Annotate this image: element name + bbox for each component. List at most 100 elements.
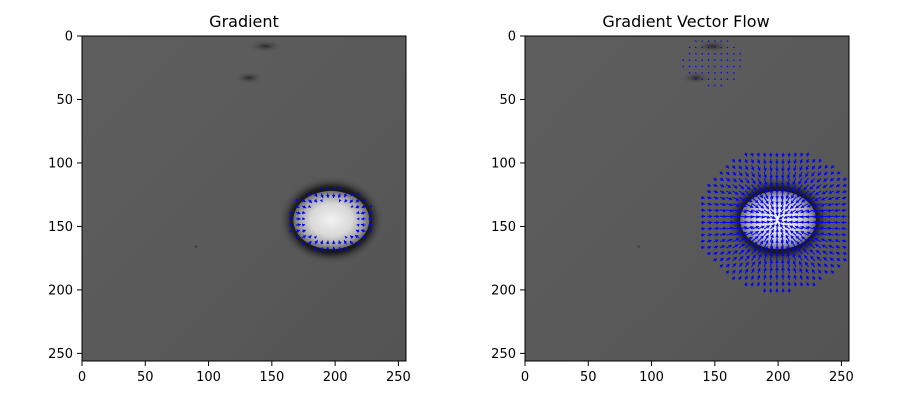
vector-arrowhead xyxy=(792,260,797,265)
vector-arrowhead xyxy=(319,240,324,245)
vector-arrowhead xyxy=(775,175,779,179)
vector-arrowhead xyxy=(729,208,734,213)
vector-arrowhead xyxy=(701,39,703,42)
vector-arrowhead xyxy=(796,194,800,198)
y-tick-label: 200 xyxy=(48,283,73,298)
dark-spot xyxy=(193,244,199,250)
vector-arrowhead xyxy=(770,206,774,210)
vector-arrowhead xyxy=(720,258,724,262)
vector-arrowhead xyxy=(357,192,361,195)
vector-arrowhead xyxy=(824,270,829,274)
vector-arrowhead xyxy=(756,160,761,164)
vector-arrowhead xyxy=(805,268,809,273)
vector-arrowhead xyxy=(363,198,367,202)
vector-arrowhead xyxy=(769,274,773,278)
vector-arrowhead xyxy=(761,225,765,229)
vector-arrowhead xyxy=(816,185,820,189)
vector-arrowhead xyxy=(793,274,797,279)
vector-arrowhead xyxy=(803,248,807,253)
vector-arrowhead xyxy=(313,198,317,203)
vector-arrowhead xyxy=(295,236,299,240)
vector-arrowhead xyxy=(790,200,795,204)
vector-arrowhead xyxy=(766,215,771,219)
vector-arrowhead xyxy=(827,208,831,213)
vector-arrowhead xyxy=(790,235,794,239)
vector-arrowhead xyxy=(754,199,759,204)
vector-arrowhead xyxy=(688,71,691,74)
vector-arrowhead xyxy=(369,204,373,208)
vector-arrowhead xyxy=(713,183,718,187)
vector-arrowhead xyxy=(731,158,735,163)
vector-arrowhead xyxy=(354,235,359,239)
vector-arrowhead xyxy=(828,196,832,201)
vector-arrowhead xyxy=(720,52,722,55)
vector-arrow xyxy=(855,204,859,205)
vector-arrowhead xyxy=(784,210,789,215)
vector-arrowhead xyxy=(361,229,365,233)
vector-arrowhead xyxy=(349,240,354,245)
y-axis: 0 50 100 150 200 250 xyxy=(48,30,82,362)
vector-arrowhead xyxy=(767,220,771,224)
x-tick-label: 50 xyxy=(580,370,597,385)
vector-arrowhead xyxy=(834,214,838,219)
vector-arrowhead xyxy=(799,160,804,164)
x-tick-label: 150 xyxy=(702,370,727,385)
vector-arrowhead xyxy=(332,187,336,190)
vector-arrowhead xyxy=(762,281,767,286)
vector-arrowhead xyxy=(752,187,757,191)
vector-arrowhead xyxy=(732,270,736,274)
vector-arrowhead xyxy=(762,288,767,292)
vector-arrowhead xyxy=(768,288,773,292)
vector-arrowhead xyxy=(350,192,354,197)
vector-arrowhead xyxy=(775,274,779,278)
vector-arrowhead xyxy=(816,256,821,260)
vector-arrowhead xyxy=(834,232,838,237)
vector-arrowhead xyxy=(770,211,775,215)
dark-spot xyxy=(680,71,712,85)
y-tick-label: 100 xyxy=(48,156,73,171)
vector-arrowhead xyxy=(820,232,824,236)
vector-arrowhead xyxy=(308,241,312,245)
x-tick-label: 200 xyxy=(323,370,348,385)
vector-arrowhead xyxy=(855,233,858,237)
vector-arrowhead xyxy=(781,168,785,172)
image-area xyxy=(525,36,859,361)
vector-arrowhead xyxy=(834,208,838,213)
panel-gradient-vector-flow: Gradient Vector Flow 0 50 100 150 200 250 0 50… xyxy=(491,12,859,385)
vector-arrowhead xyxy=(730,220,734,225)
vector-arrowhead xyxy=(819,220,824,225)
vector-arrowhead xyxy=(806,152,810,157)
vector-arrowhead xyxy=(770,229,774,233)
vector-arrowhead xyxy=(822,250,827,255)
vector-arrowhead xyxy=(708,233,712,237)
vector-arrowhead xyxy=(855,202,858,206)
vector-arrowhead xyxy=(795,235,800,240)
vector-arrowhead xyxy=(744,282,748,287)
vector-arrowhead xyxy=(841,220,845,225)
vector-arrowhead xyxy=(746,186,751,190)
vector-arrowhead xyxy=(770,234,774,238)
vector-arrowhead xyxy=(764,246,768,250)
vector-arrowhead xyxy=(791,246,795,251)
vector-arrowhead xyxy=(775,228,779,232)
vector-arrowhead xyxy=(855,215,858,219)
vector-arrowhead xyxy=(307,192,311,196)
vector-arrowhead xyxy=(708,195,712,200)
vector-arrowhead xyxy=(805,166,809,171)
vector-arrowhead xyxy=(701,52,703,55)
vector-arrowhead xyxy=(289,210,293,215)
vector-arrowhead xyxy=(739,179,744,183)
vector-arrowhead xyxy=(739,59,741,61)
vector-arrowhead xyxy=(787,288,792,292)
vector-arrowhead xyxy=(713,59,716,61)
vector-arrowhead xyxy=(830,270,835,275)
vector-arrowhead xyxy=(758,188,762,192)
vector-arrowhead xyxy=(314,240,318,244)
vector-arrowhead xyxy=(688,59,691,61)
vector-arrowhead xyxy=(337,194,342,199)
vector-arrowhead xyxy=(769,175,773,179)
vector-arrowhead xyxy=(728,197,733,201)
vector-arrowhead xyxy=(368,223,372,227)
vector-arrowhead xyxy=(800,225,804,230)
vector-arrowhead xyxy=(744,268,748,273)
